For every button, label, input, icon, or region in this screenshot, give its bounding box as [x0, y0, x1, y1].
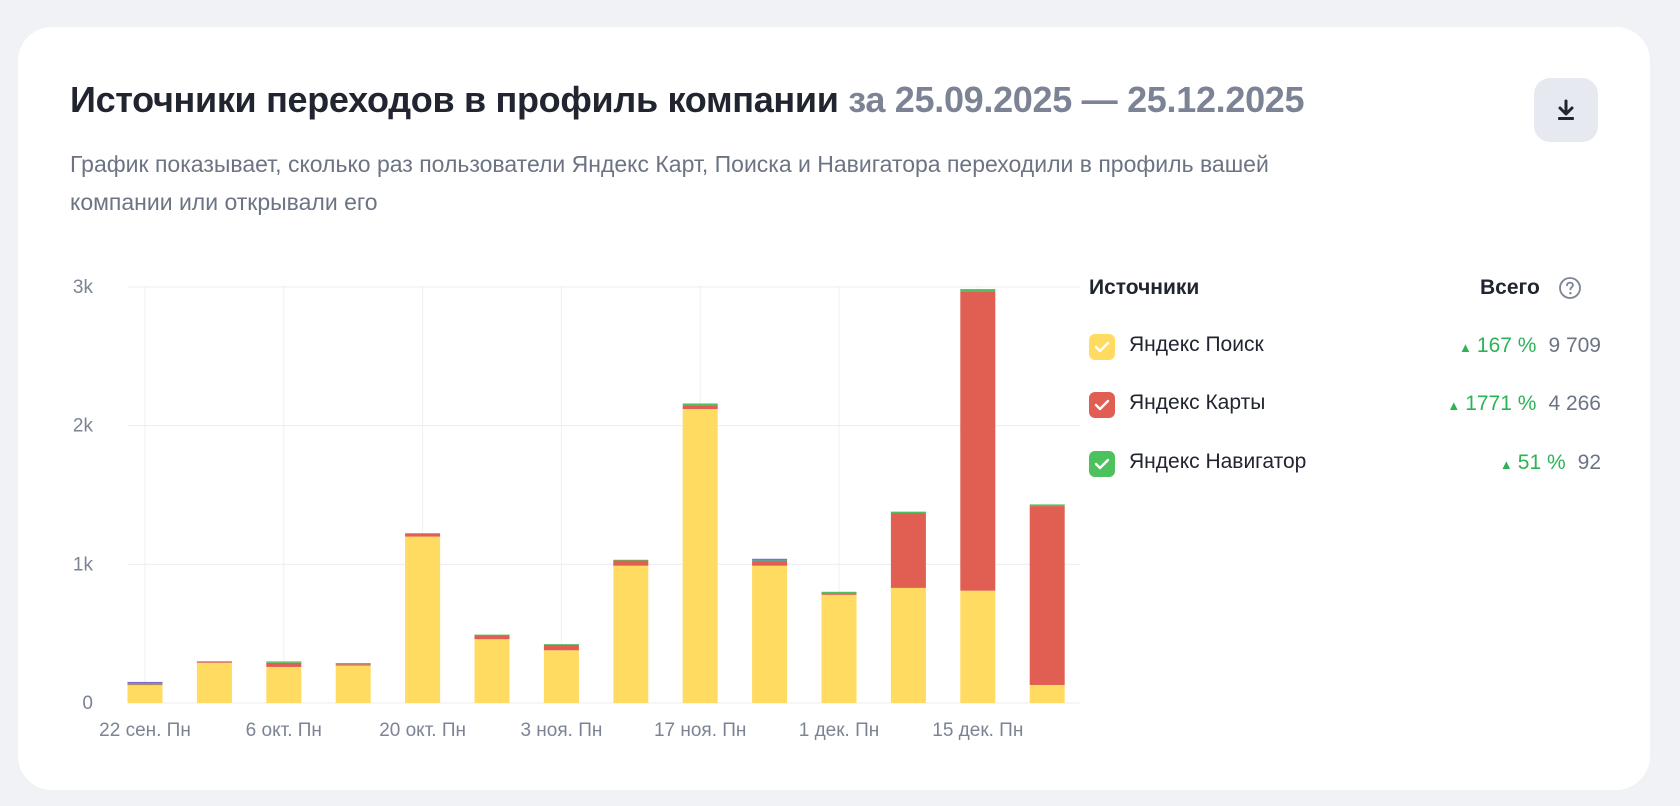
legend-total: 4 266 — [1548, 392, 1601, 415]
check-icon — [1094, 341, 1110, 353]
question-circle-icon[interactable] — [1558, 276, 1582, 300]
bar-segment — [613, 559, 649, 561]
bar-segment — [960, 590, 996, 703]
bar-segment — [266, 666, 302, 703]
legend-checkbox[interactable] — [1089, 451, 1115, 477]
bar-segment — [1029, 506, 1065, 685]
legend-item-name: Яндекс Карты — [1129, 391, 1266, 414]
check-icon — [1094, 399, 1110, 411]
x-tick-label: 1 дек. Пн — [799, 720, 880, 741]
bar-segment — [196, 661, 232, 663]
legend-item-yandex-navigator[interactable]: Яндекс Навигатор ▲ 51 % 92 — [1089, 447, 1601, 483]
x-tick-label: 22 сен. Пн — [99, 720, 191, 741]
x-tick-label: 6 окт. Пн — [246, 720, 322, 741]
legend-item-name: Яндекс Навигатор — [1129, 450, 1307, 473]
legend-total: 92 — [1577, 451, 1601, 474]
download-button[interactable] — [1534, 78, 1598, 142]
bar-segment — [613, 560, 649, 566]
bar-segment — [960, 289, 996, 292]
bar-segment — [474, 635, 510, 640]
bar-segment — [543, 644, 579, 651]
bar-segment — [335, 665, 371, 703]
bar-segment — [682, 409, 718, 703]
check-icon — [1094, 458, 1110, 470]
y-tick-label: 1k — [73, 554, 94, 575]
bar-segment — [890, 513, 926, 588]
bar-segment — [821, 591, 857, 594]
bar-segment — [613, 565, 649, 703]
bar-segment — [682, 403, 718, 406]
y-tick-label: 0 — [82, 693, 93, 714]
bar-segment — [752, 565, 788, 703]
bar-segment — [821, 593, 857, 595]
x-tick-label: 15 дек. Пн — [932, 720, 1023, 741]
bar-segment — [890, 587, 926, 703]
bar-segment — [196, 662, 232, 703]
bar-segment — [266, 662, 302, 667]
bar-segment — [127, 681, 163, 684]
y-tick-label: 3k — [73, 277, 94, 298]
x-tick-label: 17 ноя. Пн — [654, 720, 746, 741]
legend-change: 1771 % — [1465, 392, 1537, 415]
bar-segment — [543, 650, 579, 703]
y-tick-label: 2k — [73, 416, 94, 437]
legend-item-yandex-maps[interactable]: Яндекс Карты ▲ 1771 % 4 266 — [1089, 388, 1601, 424]
bar-segment — [196, 661, 232, 663]
bar-segment — [752, 560, 788, 566]
legend-total-label: Всего — [1480, 276, 1540, 299]
period-text: за 25.09.2025 — 25.12.2025 — [848, 79, 1305, 120]
bar-segment — [821, 594, 857, 703]
legend-sources-label: Источники — [1089, 276, 1200, 299]
trend-up-icon: ▲ — [1499, 457, 1513, 472]
trend-up-icon: ▲ — [1459, 340, 1472, 355]
legend-item-name: Яндекс Поиск — [1129, 333, 1264, 356]
bar-segment — [405, 533, 441, 534]
bar-segment — [890, 511, 926, 514]
bar-segment — [335, 664, 371, 666]
bar-segment — [266, 661, 302, 663]
chart-description: График показывает, сколько раз пользоват… — [70, 151, 1269, 215]
bar-segment — [127, 683, 163, 685]
bar-segment — [335, 663, 371, 665]
page-title: Источники переходов в профиль компании з… — [70, 79, 1305, 121]
legend-total: 9 709 — [1548, 334, 1601, 357]
bar-segment — [474, 639, 510, 703]
x-tick-label: 3 ноя. Пн — [520, 720, 602, 741]
bar-segment — [474, 634, 510, 636]
bar-segment — [405, 533, 441, 537]
legend-change: 51 % — [1517, 451, 1566, 474]
trend-up-icon: ▲ — [1447, 398, 1461, 413]
bar-segment — [960, 291, 996, 591]
legend-change: 167 % — [1476, 334, 1537, 357]
legend-checkbox[interactable] — [1089, 334, 1115, 360]
bar-segment — [127, 684, 163, 703]
download-icon — [1558, 99, 1574, 120]
legend-checkbox[interactable] — [1089, 392, 1115, 418]
bar-segment — [752, 560, 788, 562]
title-text: Источники переходов в профиль компании — [70, 79, 839, 120]
bar-segment — [405, 536, 441, 703]
bar-segment — [682, 405, 718, 410]
bar-segment — [752, 558, 788, 561]
bar-segment — [1029, 504, 1065, 507]
legend-item-yandex-search[interactable]: Яндекс Поиск ▲ 167 % 9 709 — [1089, 330, 1601, 366]
x-tick-label: 20 окт. Пн — [379, 720, 466, 741]
bar-segment — [1029, 684, 1065, 703]
bar-segment — [543, 644, 579, 645]
bar-segment — [127, 684, 163, 686]
